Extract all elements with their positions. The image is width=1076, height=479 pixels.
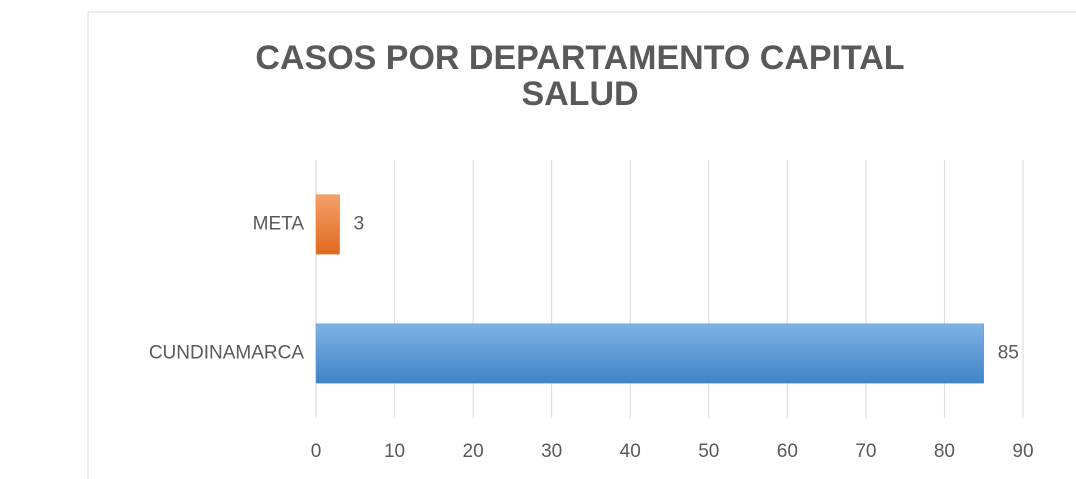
x-tick-label: 0 xyxy=(311,441,322,462)
x-tick-label: 90 xyxy=(1012,441,1033,462)
category-label: CUNDINAMARCA xyxy=(149,343,305,364)
chart-title: CASOS POR DEPARTAMENTO CAPITAL SALUD xyxy=(255,39,905,113)
bar xyxy=(315,323,984,384)
x-tick-label: 80 xyxy=(934,441,955,462)
bar xyxy=(315,194,340,255)
x-tick-label: 30 xyxy=(541,441,562,462)
x-tick-label: 40 xyxy=(620,441,641,462)
x-tick-label: 70 xyxy=(855,441,876,462)
data-label: 3 xyxy=(354,214,365,235)
x-tick-label: 10 xyxy=(384,441,405,462)
category-label: META xyxy=(253,214,305,235)
x-tick-label: 50 xyxy=(698,441,719,462)
data-label: 85 xyxy=(998,343,1019,364)
x-tick-label: 20 xyxy=(463,441,484,462)
x-tick-label: 60 xyxy=(777,441,798,462)
chart-frame xyxy=(87,11,1076,479)
